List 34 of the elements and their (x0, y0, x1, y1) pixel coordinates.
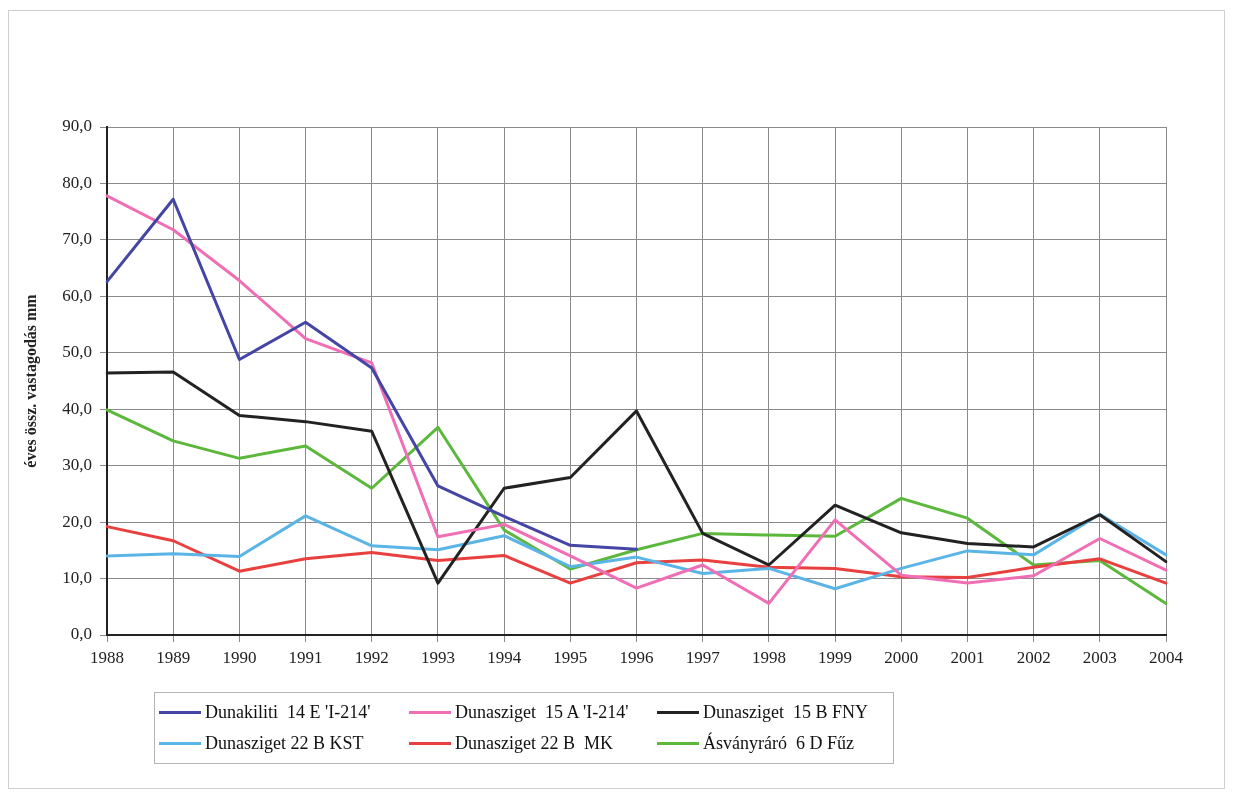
x-tick-label: 1997 (685, 647, 721, 667)
y-axis-title: éves össz. vastagodás mm (21, 293, 40, 468)
x-tick-label: 2000 (884, 647, 919, 667)
x-tick-label: 1994 (487, 647, 522, 667)
y-tick-label: 30,0 (62, 455, 92, 475)
y-tick-label: 20,0 (62, 511, 92, 531)
y-tick-label: 40,0 (62, 398, 92, 418)
legend-label: Dunasziget 15 A 'I-214' (455, 702, 629, 723)
y-tick-label: 70,0 (62, 229, 92, 249)
x-tick-label: 1992 (354, 647, 389, 667)
x-tick-label: 1988 (90, 647, 124, 667)
y-tick-label: 60,0 (62, 285, 92, 305)
x-tick-label: 1995 (553, 647, 588, 667)
legend-label: Dunakiliti 14 E 'I-214' (205, 702, 371, 723)
y-tick-label: 80,0 (62, 172, 92, 192)
x-tick-label: 1990 (222, 647, 257, 667)
x-tick-label: 2004 (1149, 647, 1184, 667)
x-tick-label: 2003 (1082, 647, 1117, 667)
x-tick-label: 2001 (950, 647, 985, 667)
legend-label: Dunasziget 15 B FNY (703, 702, 868, 723)
legend-label: Dunasziget 22 B MK (455, 733, 613, 754)
y-tick-label: 10,0 (62, 568, 92, 588)
x-tick-label: 1999 (818, 647, 853, 667)
x-tick-label: 1991 (288, 647, 323, 667)
x-tick-label: 2002 (1016, 647, 1051, 667)
y-tick-label: 0,0 (70, 624, 92, 644)
x-tick-label: 1996 (619, 647, 654, 667)
y-tick-label: 90,0 (62, 116, 92, 136)
x-tick-label: 1993 (420, 647, 455, 667)
legend-label: Ásványráró 6 D Fűz (703, 733, 854, 754)
legend-label: Dunasziget 22 B KST (205, 733, 364, 754)
x-tick-label: 1989 (156, 647, 191, 667)
y-tick-label: 50,0 (62, 342, 92, 362)
x-tick-label: 1998 (751, 647, 786, 667)
